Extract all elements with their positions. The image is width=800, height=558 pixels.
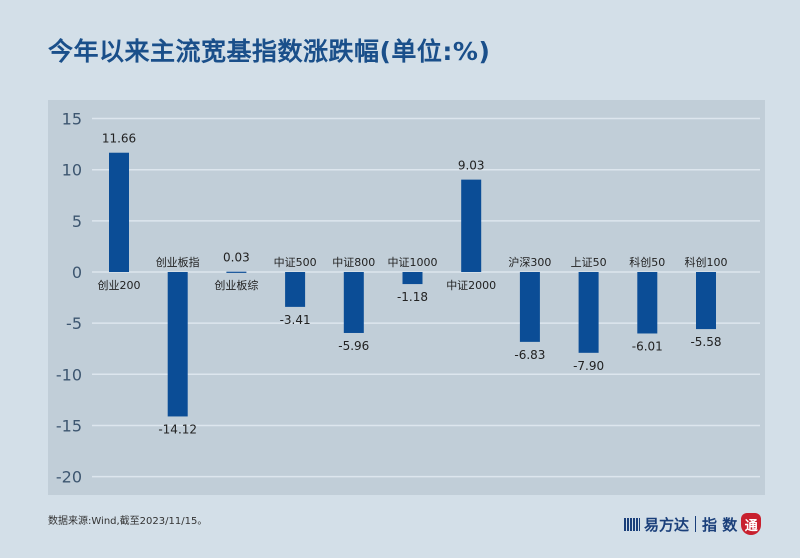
category-label: 科创100 bbox=[685, 255, 728, 269]
y-tick-label: 15 bbox=[62, 110, 82, 129]
data-label: -1.18 bbox=[397, 290, 428, 304]
category-label: 创业200 bbox=[98, 279, 141, 292]
bar bbox=[637, 272, 658, 334]
data-label: 11.66 bbox=[102, 132, 136, 146]
bar bbox=[696, 272, 716, 330]
category-label: 中证2000 bbox=[446, 279, 496, 292]
bar bbox=[285, 272, 306, 307]
category-label: 上证50 bbox=[571, 256, 607, 269]
brand-logo: 易方达 指 数 通 bbox=[624, 513, 762, 535]
bar bbox=[109, 152, 129, 272]
data-label: -7.90 bbox=[573, 359, 604, 373]
bar bbox=[519, 272, 540, 342]
category-label: 科创50 bbox=[629, 255, 665, 269]
bar bbox=[343, 272, 364, 333]
data-label: 0.03 bbox=[223, 251, 250, 265]
logo-mark-icon bbox=[624, 517, 640, 531]
category-label: 沪深300 bbox=[508, 255, 551, 269]
data-label: -5.58 bbox=[690, 335, 721, 349]
category-label: 中证500 bbox=[274, 256, 317, 269]
logo-seal: 通 bbox=[741, 513, 762, 535]
data-label: -14.12 bbox=[158, 422, 197, 436]
data-label: -6.83 bbox=[514, 348, 545, 362]
data-source-note: 数据来源:Wind,截至2023/11/15。 bbox=[48, 516, 208, 527]
y-tick-label: 5 bbox=[72, 212, 82, 231]
y-tick-label: -10 bbox=[56, 365, 82, 384]
category-label: 创业板综 bbox=[214, 278, 258, 292]
category-label: 中证800 bbox=[332, 256, 375, 269]
y-tick-label: 0 bbox=[72, 263, 82, 282]
bar bbox=[461, 179, 482, 272]
logo-product: 指 数 bbox=[702, 515, 738, 534]
bar bbox=[226, 271, 247, 273]
data-label: -6.01 bbox=[632, 339, 663, 353]
data-label: -5.96 bbox=[338, 339, 369, 353]
category-label: 创业板指 bbox=[156, 255, 200, 269]
logo-divider bbox=[695, 516, 697, 532]
bar bbox=[167, 272, 188, 417]
bar bbox=[402, 272, 423, 285]
bar bbox=[578, 272, 599, 353]
data-label: 9.03 bbox=[458, 159, 485, 173]
logo-brand: 易方达 bbox=[644, 515, 690, 534]
y-tick-label: -5 bbox=[66, 314, 82, 333]
y-tick-label: -20 bbox=[56, 468, 82, 487]
category-label: 中证1000 bbox=[388, 256, 438, 269]
data-label: -3.41 bbox=[280, 313, 311, 327]
y-tick-label: -15 bbox=[56, 416, 82, 435]
y-tick-label: 10 bbox=[62, 161, 82, 180]
chart-title: 今年以来主流宽基指数涨跌幅(单位:%) bbox=[48, 37, 491, 66]
